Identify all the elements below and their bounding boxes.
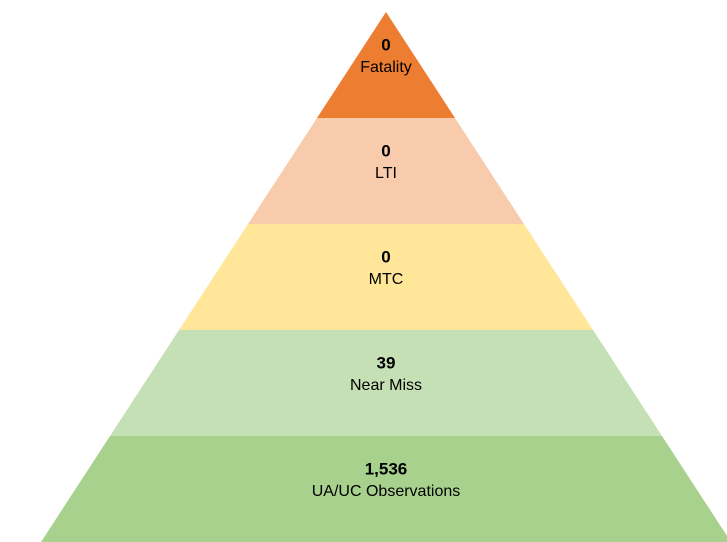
level-label: Fatality (360, 59, 412, 76)
level-label: UA/UC Observations (312, 483, 461, 500)
level-label: MTC (369, 271, 404, 288)
pyramid-level (41, 436, 727, 542)
pyramid-level (179, 224, 593, 330)
level-label: Near Miss (350, 377, 422, 394)
pyramid-level (110, 330, 662, 436)
level-label: LTI (375, 165, 397, 182)
pyramid-level (248, 118, 524, 224)
level-value: 39 (377, 353, 396, 372)
level-value: 0 (381, 35, 390, 54)
level-value: 0 (381, 141, 390, 160)
level-value: 1,536 (365, 459, 408, 478)
pyramid-level (317, 12, 455, 118)
level-value: 0 (381, 247, 390, 266)
